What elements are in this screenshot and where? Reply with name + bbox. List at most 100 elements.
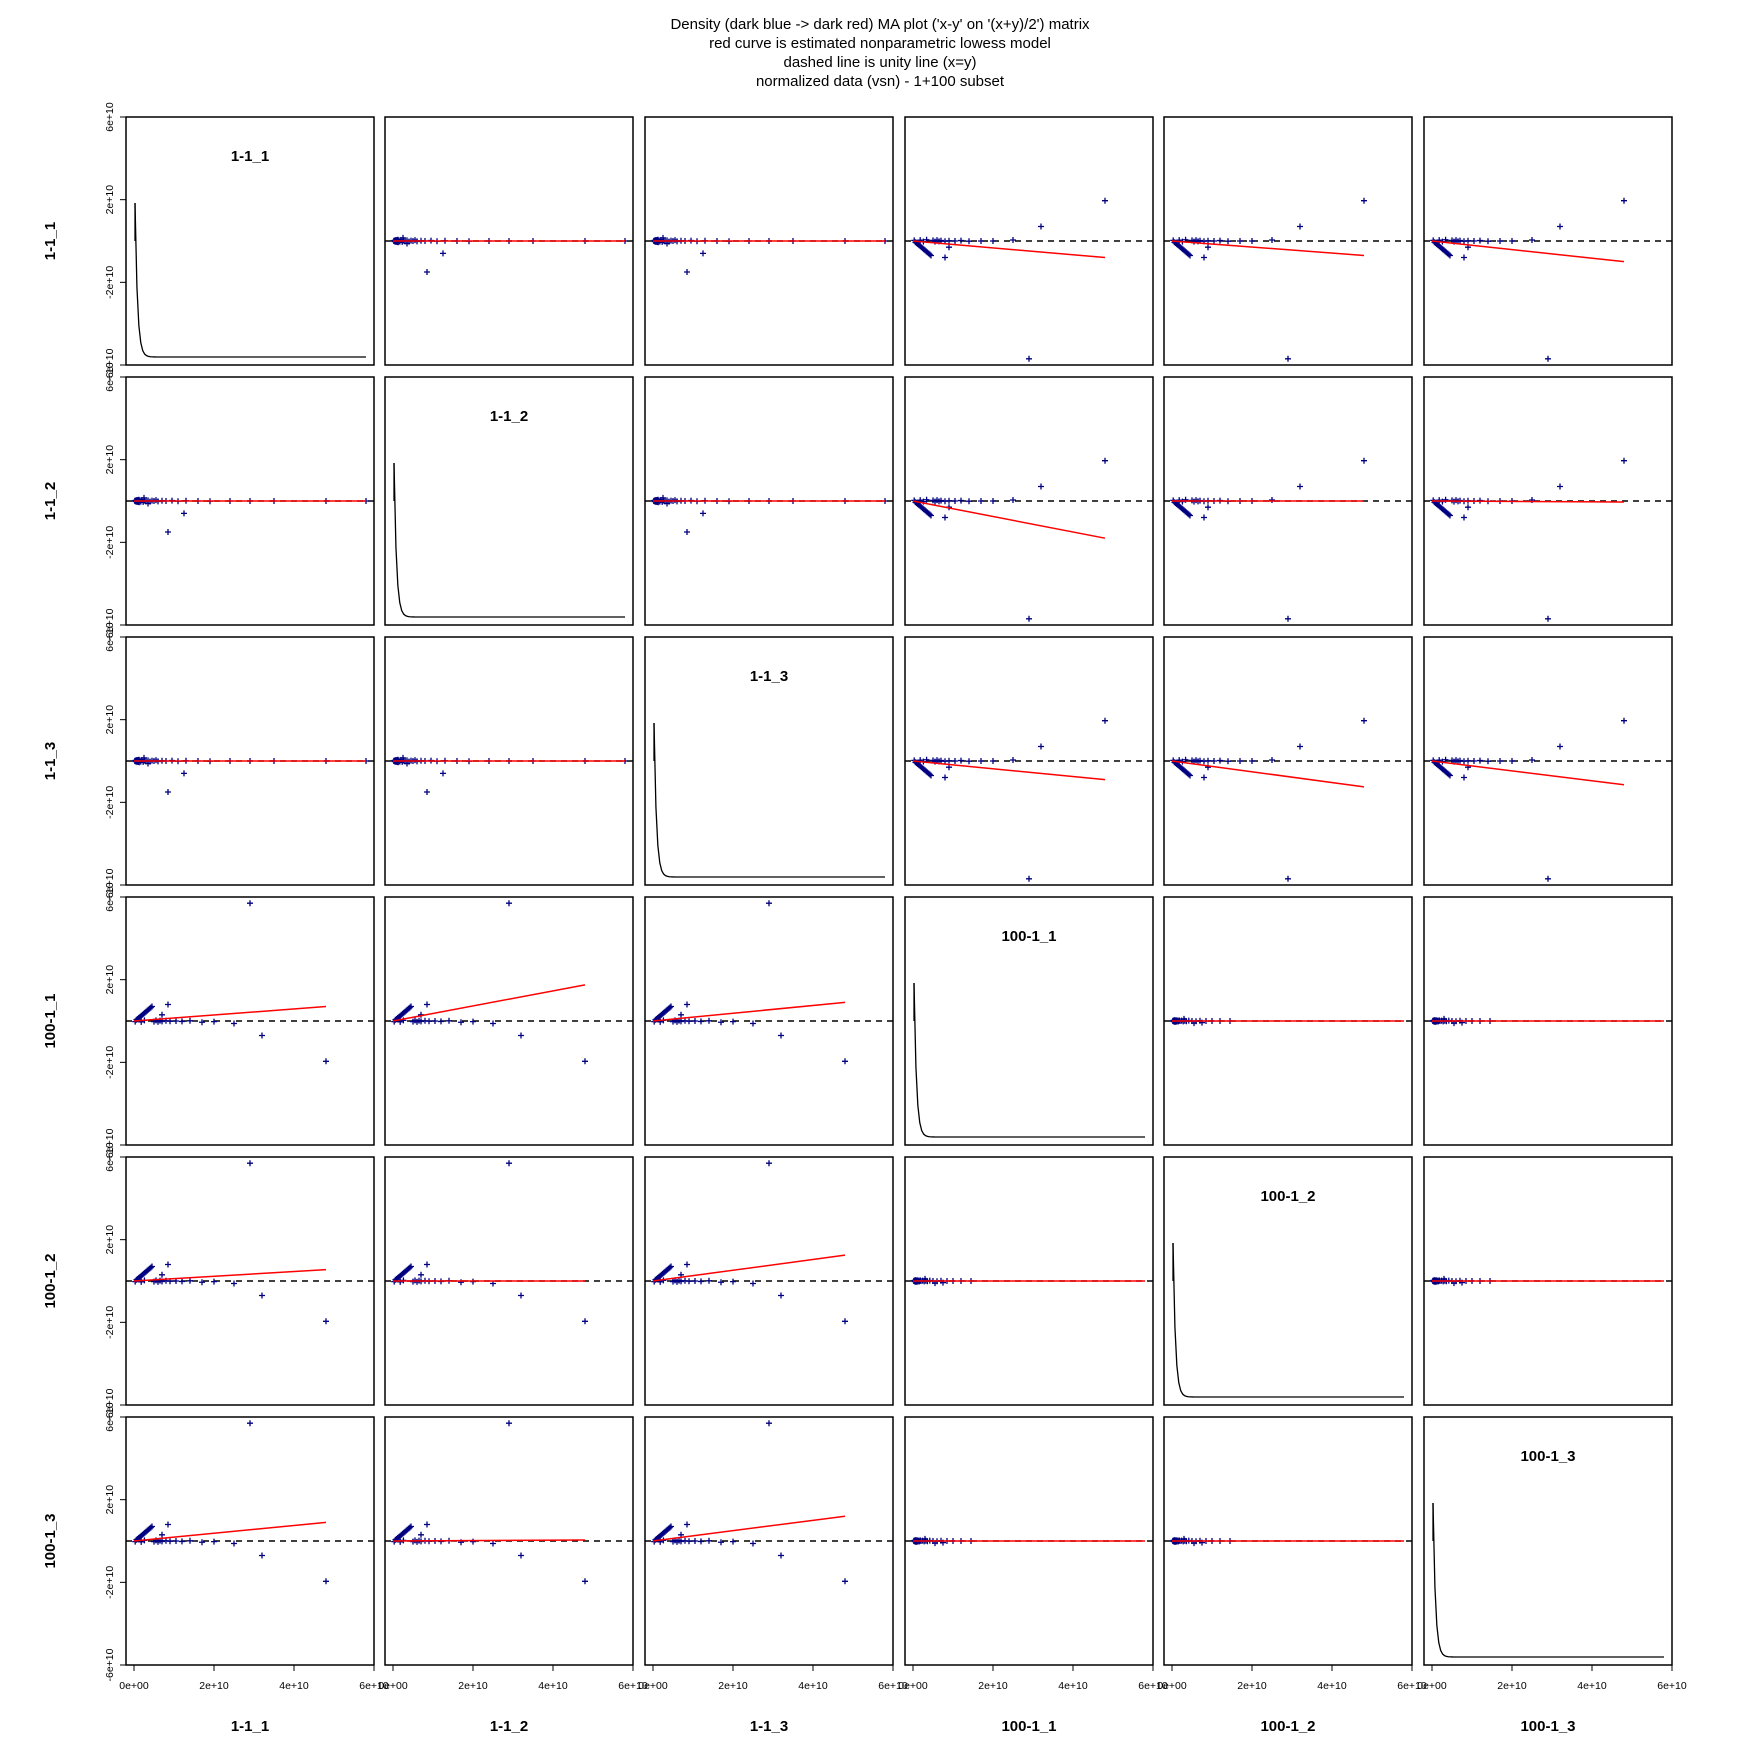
y-axis-row-5: -6e+10 -2e+10 2e+10 6e+10 100-1_3 — [42, 1402, 126, 1682]
data-point — [990, 238, 996, 244]
panel-r5-c3 — [904, 1416, 1154, 1666]
data-point — [247, 1420, 253, 1427]
data-point — [1529, 756, 1535, 763]
data-point — [778, 1552, 784, 1559]
data-point — [470, 1018, 476, 1025]
data-point — [1185, 251, 1192, 258]
data-point — [506, 900, 512, 907]
y-axis-label: 1-1_2 — [42, 482, 59, 520]
data-point — [181, 510, 187, 517]
data-point — [440, 770, 446, 777]
data-point — [1545, 615, 1551, 622]
y-tick-label: 2e+10 — [104, 1225, 116, 1255]
lowess-curve — [1171, 760, 1365, 788]
y-tick-label: -6e+10 — [104, 608, 116, 641]
x-tick-label: 6e+10 — [1138, 1680, 1168, 1692]
data-point — [400, 754, 406, 761]
diagonal-label: 100-1_3 — [1520, 1448, 1575, 1465]
data-point — [406, 1524, 413, 1531]
data-point — [750, 1020, 756, 1027]
panel-frame — [384, 896, 634, 1146]
panel-frame — [1423, 1416, 1673, 1666]
data-point — [1010, 496, 1016, 503]
data-point — [582, 1318, 588, 1325]
data-point — [1026, 875, 1032, 882]
data-point — [167, 1018, 173, 1025]
data-point — [692, 1278, 698, 1284]
title-line-2: red curve is estimated nonparametric low… — [709, 35, 1051, 52]
density-curve — [1432, 1502, 1664, 1658]
data-point — [406, 1264, 413, 1271]
data-point — [424, 269, 430, 275]
lowess-curve — [133, 1005, 327, 1022]
data-point — [247, 1160, 253, 1167]
panel-frame — [1423, 896, 1673, 1146]
panel-r3-c5 — [1423, 896, 1673, 1146]
y-tick-label: 6e+10 — [104, 1402, 116, 1432]
data-point — [1297, 483, 1303, 490]
lowess-curve — [392, 984, 586, 1022]
data-point — [952, 238, 958, 244]
data-point — [187, 1537, 193, 1544]
lowess-curve — [1431, 240, 1625, 263]
data-point — [666, 1004, 673, 1011]
panel-r3-c4 — [1163, 896, 1413, 1146]
panel-frame — [1163, 636, 1413, 886]
y-tick-label: -2e+10 — [104, 1566, 116, 1599]
x-tick-label: 4e+10 — [538, 1680, 568, 1692]
diagonal-label: 100-1_1 — [1001, 928, 1056, 945]
data-point — [1249, 238, 1255, 244]
data-point — [1225, 238, 1231, 245]
panel-r0-c1 — [384, 116, 634, 366]
data-point — [1187, 772, 1193, 779]
data-point — [1185, 511, 1192, 518]
data-point — [1205, 237, 1211, 244]
data-point — [458, 1279, 464, 1286]
data-point — [1102, 717, 1108, 724]
panel-frame — [904, 1416, 1154, 1666]
data-point — [1442, 756, 1449, 763]
data-point — [199, 1019, 205, 1026]
data-point — [990, 498, 996, 504]
data-point — [1205, 244, 1211, 251]
y-axis-row-0: -6e+10 -2e+10 2e+10 6e+10 1-1_1 — [42, 102, 126, 382]
y-tick-label: -6e+10 — [104, 868, 116, 901]
y-tick-label: 6e+10 — [104, 1142, 116, 1172]
panel-frame — [1163, 376, 1413, 626]
data-point — [698, 1018, 704, 1025]
data-point — [660, 494, 666, 501]
x-tick-label: 2e+10 — [1497, 1680, 1527, 1692]
data-point — [1361, 197, 1367, 204]
panel-frame — [644, 896, 894, 1146]
panel-frame — [644, 376, 894, 626]
data-point — [1297, 743, 1303, 750]
data-point — [426, 1018, 432, 1025]
x-axis-col-4: 0e+00 2e+10 4e+10 6e+10 100-1_2 — [1157, 1665, 1427, 1735]
data-point — [406, 1004, 413, 1011]
data-point — [966, 238, 972, 245]
y-axis-label: 1-1_3 — [42, 742, 59, 780]
data-point — [1187, 252, 1193, 259]
data-point — [958, 757, 964, 764]
panel-r4-c2 — [644, 1156, 894, 1406]
data-point — [1445, 251, 1452, 258]
data-point — [706, 1277, 712, 1284]
y-tick-label: -2e+10 — [104, 266, 116, 299]
data-point — [1237, 238, 1243, 244]
data-point — [698, 1278, 704, 1285]
panel-frame — [904, 636, 1154, 886]
y-tick-label: 2e+10 — [104, 185, 116, 215]
data-point — [141, 754, 147, 761]
data-point — [173, 1018, 179, 1024]
panel-r1-c1: 1-1_2 — [384, 376, 634, 626]
x-axis-col-1: 0e+00 2e+10 4e+10 6e+10 1-1_2 — [378, 1665, 648, 1735]
data-point — [684, 529, 690, 535]
data-point — [990, 758, 996, 764]
data-point — [424, 789, 430, 795]
y-tick-label: 6e+10 — [104, 622, 116, 652]
data-point — [1225, 758, 1231, 765]
panel-r0-c3 — [904, 116, 1154, 366]
panel-r5-c4 — [1163, 1416, 1413, 1666]
data-point — [438, 1018, 444, 1025]
data-point — [1461, 254, 1467, 261]
